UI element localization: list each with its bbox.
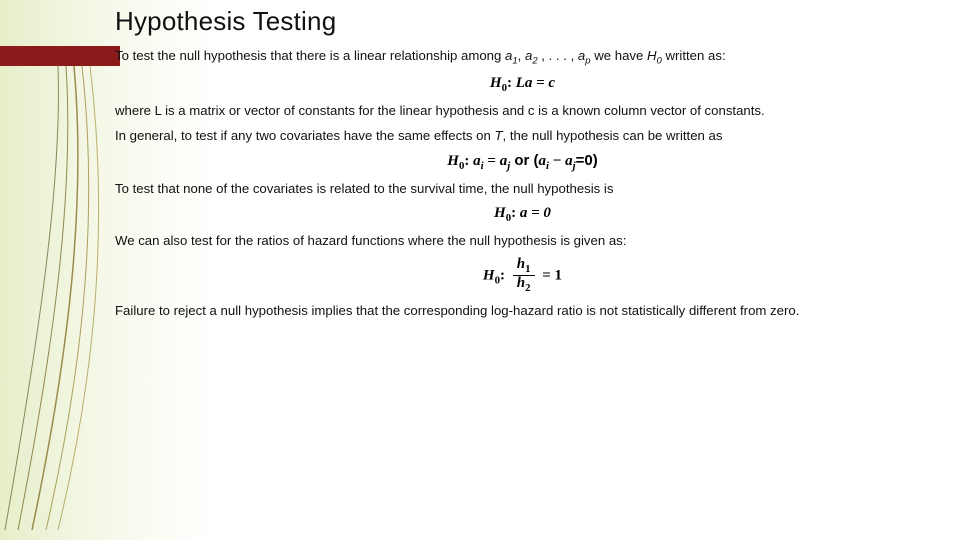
f2-ai: a <box>473 153 481 169</box>
f3-colon: : <box>511 205 520 221</box>
p1-text-a: To test the null hypothesis that there i… <box>115 48 505 63</box>
f1-colon: : <box>507 75 516 91</box>
paragraph-2: where L is a matrix or vector of constan… <box>115 102 930 120</box>
f2-or: or ( <box>510 152 538 169</box>
f4-num: h <box>517 256 525 272</box>
formula-4: H0: h1h2 = 1 <box>115 257 930 295</box>
formula-3: H0: a = 0 <box>115 205 930 224</box>
f4-fraction: h1h2 <box>513 257 535 295</box>
f4-eq: = 1 <box>539 267 563 283</box>
f2-close: =0) <box>576 152 598 169</box>
p3-T: T <box>494 128 502 143</box>
f3-H: H <box>494 205 506 221</box>
paragraph-6: Failure to reject a null hypothesis impl… <box>115 302 930 320</box>
f2-diff-b: a <box>565 153 573 169</box>
f1-rhs: La = c <box>516 75 555 91</box>
f4-H: H <box>483 267 495 283</box>
p3-b: , the null hypothesis can be written as <box>503 128 723 143</box>
formula-2: H0: ai = aj or (ai − aj=0) <box>115 152 930 172</box>
page-title: Hypothesis Testing <box>115 6 930 37</box>
f3-rhs: a = 0 <box>520 205 551 221</box>
paragraph-3: In general, to test if any two covariate… <box>115 127 930 145</box>
seq-sep1: , <box>518 48 525 63</box>
slide-content: Hypothesis Testing To test the null hypo… <box>0 0 960 320</box>
paragraph-4: To test that none of the covariates is r… <box>115 180 930 198</box>
f2-minus: − <box>549 153 565 169</box>
f1-H: H <box>490 75 502 91</box>
f2-diff-a: a <box>539 153 547 169</box>
f4-den-sub: 2 <box>525 282 530 294</box>
f2-eq: = <box>484 153 500 169</box>
p3-a: In general, to test if any two covariate… <box>115 128 494 143</box>
f4-num-sub: 1 <box>525 263 530 275</box>
f4-colon: : <box>500 267 509 283</box>
formula-1: H0: La = c <box>115 75 930 94</box>
p1-text-c: written as: <box>662 48 726 63</box>
f2-H: H <box>447 153 459 169</box>
seq-dots: , . . . , <box>538 48 578 63</box>
H0-sym: H <box>647 48 657 63</box>
p1-text-b: we have <box>591 48 647 63</box>
f4-den: h <box>517 275 525 291</box>
f2-colon: : <box>464 153 473 169</box>
paragraph-5: We can also test for the ratios of hazar… <box>115 232 930 250</box>
paragraph-1: To test the null hypothesis that there i… <box>115 47 930 68</box>
